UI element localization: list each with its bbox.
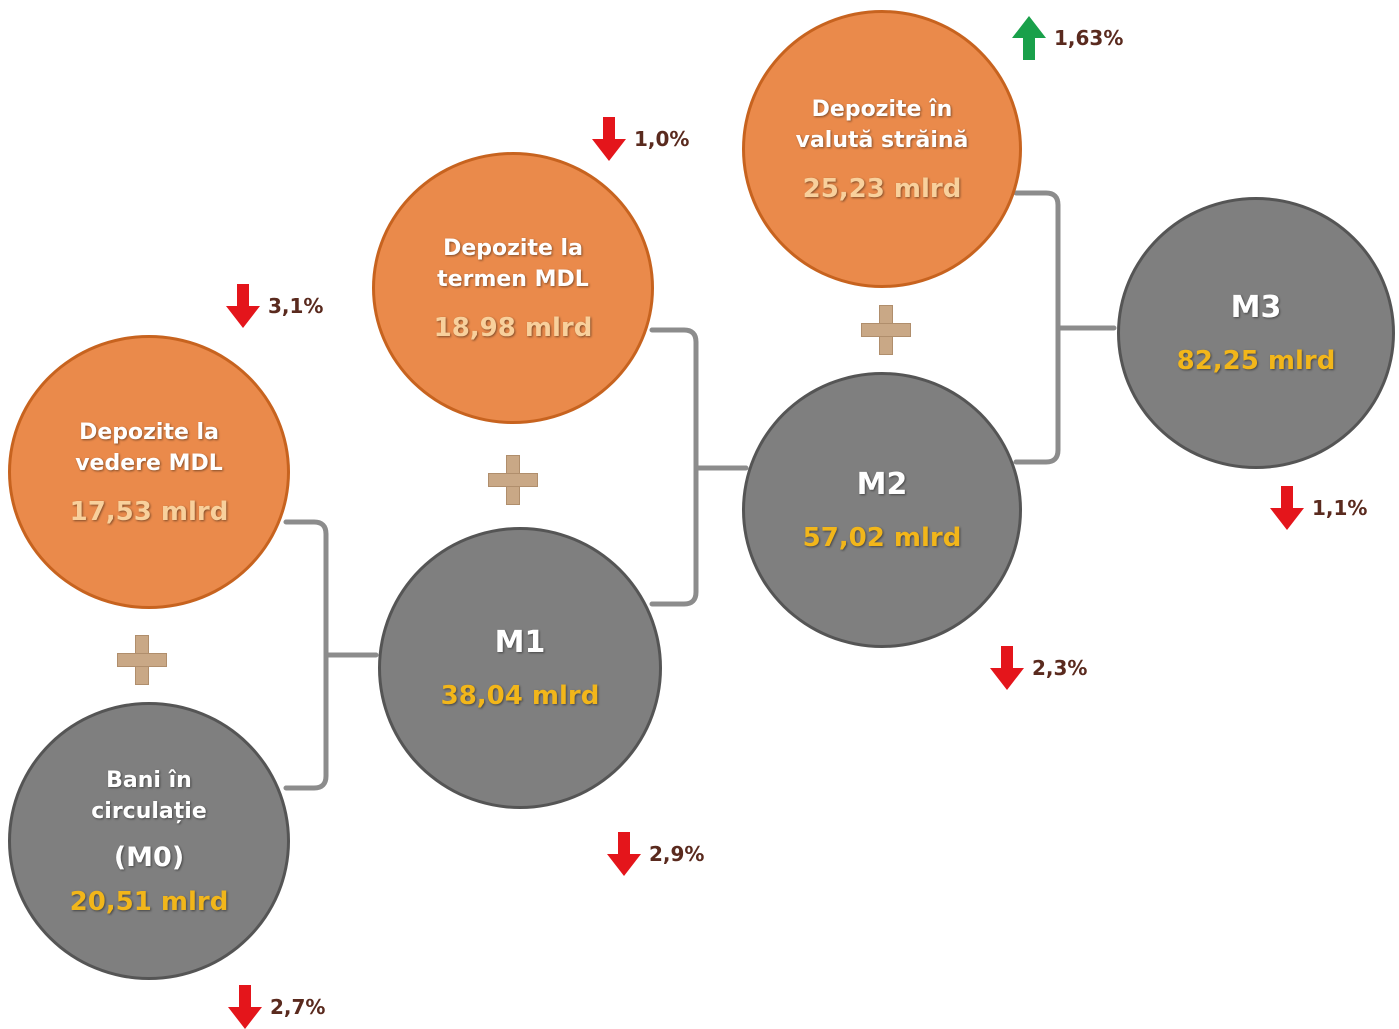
demand-deposits-label-1: Depozite la bbox=[79, 420, 219, 445]
fx-deposits-amount: 25,23 mlrd bbox=[802, 174, 962, 204]
change-time-deposits: 1,0% bbox=[592, 117, 689, 161]
m3-title: M3 bbox=[1230, 290, 1282, 325]
time-deposits-circle: Depozite la termen MDL 18,98 mlrd bbox=[372, 152, 654, 424]
bracket-m1-m2 bbox=[649, 327, 749, 607]
cash-label-1: Bani în bbox=[106, 768, 192, 793]
change-m1: 2,9% bbox=[607, 832, 704, 876]
demand-deposits-circle: Depozite la vedere MDL 17,53 mlrd bbox=[8, 335, 290, 609]
change-time-deposits-value: 1,0% bbox=[634, 127, 690, 151]
arrow-up-icon bbox=[1012, 16, 1046, 60]
change-m2: 2,3% bbox=[990, 646, 1087, 690]
plus-icon bbox=[117, 635, 167, 685]
arrow-down-icon bbox=[226, 284, 260, 328]
m0-code: (M0) bbox=[113, 842, 185, 873]
change-fx-deposits-value: 1,63% bbox=[1054, 26, 1124, 50]
arrow-down-icon bbox=[1270, 486, 1304, 530]
cash-label-2: circulație bbox=[91, 799, 207, 824]
change-cash-value: 2,7% bbox=[270, 995, 326, 1019]
arrow-down-icon bbox=[228, 985, 262, 1029]
m1-circle: M1 38,04 mlrd bbox=[378, 527, 662, 809]
plus-icon bbox=[861, 305, 911, 355]
change-cash: 2,7% bbox=[228, 985, 325, 1029]
fx-deposits-label-1: Depozite în bbox=[811, 97, 953, 122]
demand-deposits-label-2: vedere MDL bbox=[75, 451, 223, 476]
time-deposits-amount: 18,98 mlrd bbox=[433, 313, 593, 343]
arrow-down-icon bbox=[990, 646, 1024, 690]
cash-amount: 20,51 mlrd bbox=[69, 887, 229, 917]
time-deposits-label-1: Depozite la bbox=[443, 236, 583, 261]
time-deposits-label-2: termen MDL bbox=[437, 267, 589, 292]
m2-circle: M2 57,02 mlrd bbox=[742, 372, 1022, 648]
m3-circle: M3 82,25 mlrd bbox=[1117, 197, 1395, 469]
bracket-m2-m3 bbox=[1013, 190, 1117, 465]
m3-amount: 82,25 mlrd bbox=[1176, 346, 1336, 376]
fx-deposits-circle: Depozite în valută străină 25,23 mlrd bbox=[742, 10, 1022, 288]
change-m3-value: 1,1% bbox=[1312, 496, 1368, 520]
m2-title: M2 bbox=[856, 467, 908, 502]
fx-deposits-label-2: valută străină bbox=[795, 128, 969, 153]
bracket-m0-m1 bbox=[283, 519, 379, 791]
plus-icon bbox=[488, 455, 538, 505]
change-fx-deposits: 1,63% bbox=[1012, 16, 1123, 60]
change-demand-deposits-value: 3,1% bbox=[268, 294, 324, 318]
change-demand-deposits: 3,1% bbox=[226, 284, 323, 328]
change-m1-value: 2,9% bbox=[649, 842, 705, 866]
change-m3: 1,1% bbox=[1270, 486, 1367, 530]
m1-amount: 38,04 mlrd bbox=[440, 681, 600, 711]
cash-in-circulation-circle: Bani în circulație (M0) 20,51 mlrd bbox=[8, 702, 290, 980]
arrow-down-icon bbox=[607, 832, 641, 876]
demand-deposits-amount: 17,53 mlrd bbox=[69, 497, 229, 527]
arrow-down-icon bbox=[592, 117, 626, 161]
change-m2-value: 2,3% bbox=[1032, 656, 1088, 680]
m2-amount: 57,02 mlrd bbox=[802, 523, 962, 553]
m1-title: M1 bbox=[494, 625, 546, 660]
